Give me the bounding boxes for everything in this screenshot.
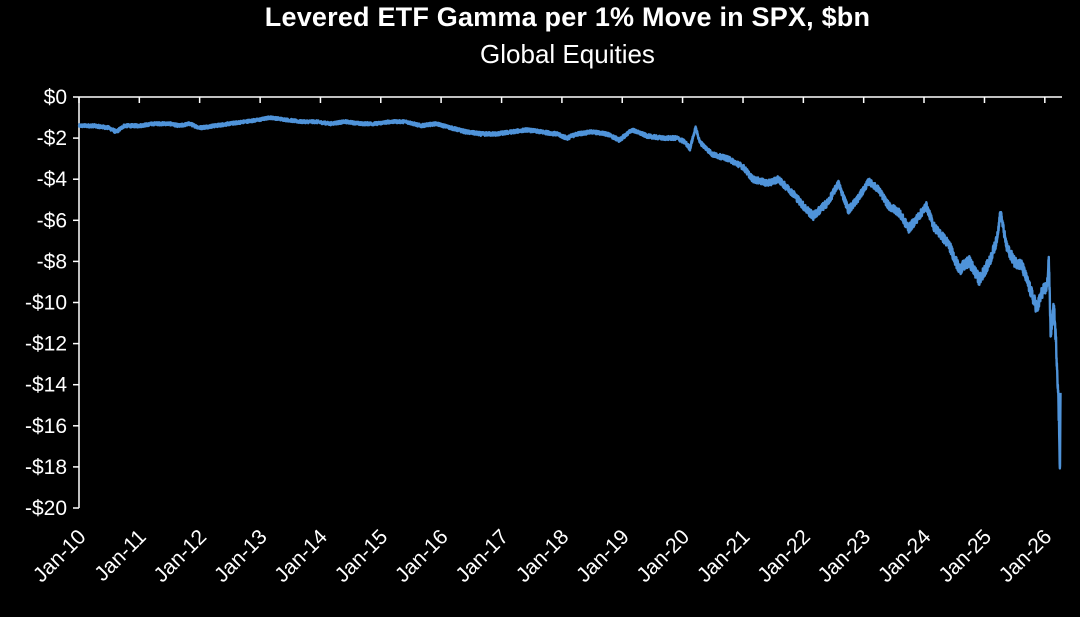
- y-tick-label: -$6: [37, 209, 67, 232]
- y-tick-label: -$4: [37, 168, 68, 191]
- y-axis: $0 -$2 -$4 -$6 -$8 -$10 -$12 -$14 -$16 -$18 -$20: [25, 86, 80, 520]
- x-tick-label: Jan-15: [331, 525, 393, 587]
- y-tick-label: -$8: [37, 250, 67, 273]
- x-tick-label: Jan-10: [29, 525, 91, 587]
- x-tick-label: Jan-11: [90, 525, 151, 586]
- chart-title: Levered ETF Gamma per 1% Move in SPX, $b…: [264, 2, 871, 32]
- y-tick-label: $0: [44, 86, 67, 109]
- y-tick-label: -$12: [25, 333, 67, 356]
- series-group: [77, 115, 1062, 470]
- x-tick-label: Jan-14: [270, 525, 332, 587]
- x-tick-label: Jan-24: [874, 525, 936, 587]
- x-tick-label: Jan-23: [814, 525, 876, 587]
- y-tick-label: -$10: [25, 292, 67, 315]
- x-axis: Jan-10 Jan-11Jan-12Jan-13Jan-14Jan-15Jan-…: [29, 96, 1062, 587]
- x-tick-label: Jan-22: [753, 525, 815, 587]
- x-tick-label: Jan-21: [693, 525, 755, 587]
- x-tick-label: Jan-17: [451, 525, 513, 587]
- chart-subtitle: Global Equities: [480, 39, 655, 69]
- series-line-0: [77, 115, 1062, 470]
- x-tick-label: Jan-13: [210, 525, 272, 587]
- y-tick-label: -$20: [25, 497, 67, 520]
- x-tick-label: Jan-19: [572, 525, 634, 587]
- x-tick-label: Jan-26: [995, 525, 1057, 587]
- x-tick-label: Jan-20: [632, 525, 694, 587]
- x-tick-label: Jan-12: [150, 525, 212, 587]
- y-tick-label: -$2: [37, 127, 67, 150]
- y-tick-label: -$18: [25, 456, 67, 479]
- x-tick-label: Jan-25: [934, 525, 996, 587]
- x-tick-label: Jan-16: [391, 525, 453, 587]
- x-tick-label: Jan-18: [512, 525, 574, 587]
- y-tick-label: -$14: [25, 374, 67, 397]
- y-tick-label: -$16: [25, 415, 67, 438]
